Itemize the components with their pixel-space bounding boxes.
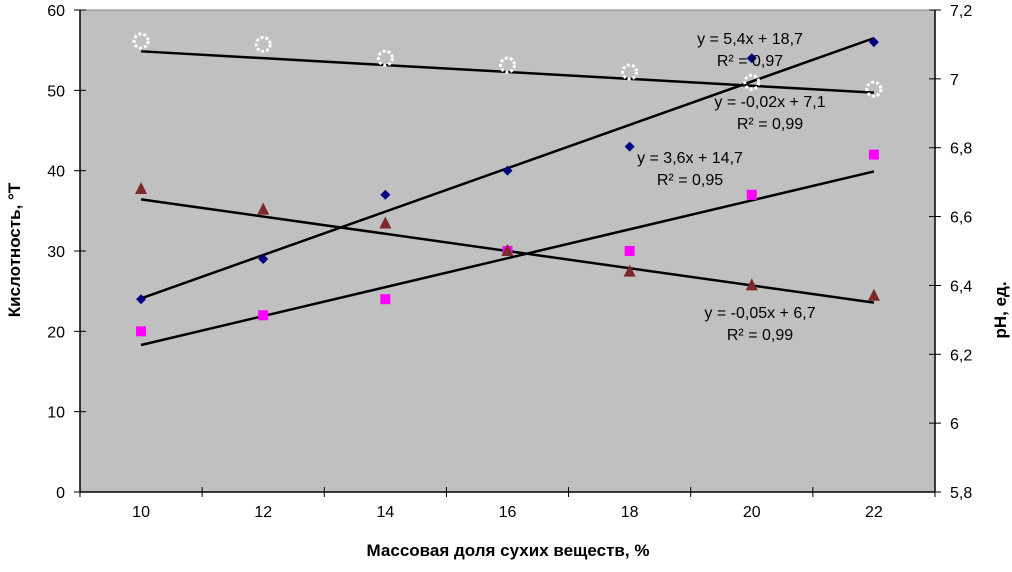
data-point-circle <box>743 73 761 91</box>
y-tick-label: 10 <box>47 405 65 422</box>
y2-tick-label: 6 <box>950 416 959 433</box>
x-tick-label: 20 <box>743 504 761 521</box>
data-point-triangle <box>135 182 148 195</box>
data-point-diamond <box>380 189 391 200</box>
data-point-triangle <box>501 244 514 256</box>
trend-r2: R² = 0,99 <box>737 116 803 133</box>
data-point-square <box>380 294 391 305</box>
data-point-triangle <box>867 288 880 301</box>
x-tick-label: 14 <box>376 504 394 521</box>
trend-r2: R² = 0,95 <box>657 172 723 189</box>
y-tick-label: 50 <box>47 83 65 100</box>
trend-r2: R² = 0,97 <box>717 53 783 70</box>
y-tick-label: 60 <box>47 3 65 20</box>
y-tick-label: 0 <box>56 485 65 502</box>
trend-r2: R² = 0,99 <box>727 327 793 344</box>
data-point-triangle <box>379 216 392 229</box>
data-point-circle <box>499 56 516 74</box>
data-point-circle <box>621 63 639 81</box>
trend-equation: y = -0,05x + 6,7 <box>704 305 815 322</box>
x-axis-title: Массовая доля сухих веществ, % <box>367 541 650 560</box>
y-axis-title: Кислотность, °T <box>5 182 24 317</box>
trend-equation: y = 3,6x + 14,7 <box>637 150 743 167</box>
data-point-diamond <box>624 141 635 152</box>
y2-tick-label: 6,6 <box>950 210 972 227</box>
x-tick-label: 10 <box>132 504 150 521</box>
data-point-square <box>258 310 269 321</box>
x-tick-label: 22 <box>865 504 883 521</box>
trend-equation: y = 5,4x + 18,7 <box>697 31 803 48</box>
data-point-square <box>746 189 757 200</box>
data-point-diamond <box>868 37 879 48</box>
data-point-triangle <box>745 278 758 291</box>
y2-tick-label: 5,8 <box>950 485 972 502</box>
data-point-diamond <box>136 294 147 305</box>
data-point-diamond <box>746 53 757 64</box>
trend-equation: y = -0,02x + 7,1 <box>714 94 825 111</box>
data-point-circle <box>865 80 883 98</box>
data-point-circle <box>376 49 394 67</box>
data-point-square <box>868 149 879 160</box>
data-point-triangle <box>257 202 270 215</box>
y-tick-label: 30 <box>47 244 65 261</box>
y2-tick-label: 7 <box>950 72 959 89</box>
data-point-diamond <box>258 254 269 265</box>
data-point-circle <box>254 35 272 53</box>
x-tick-label: 18 <box>621 504 639 521</box>
y2-axis-title: pH, ед. <box>991 281 1010 338</box>
y2-tick-label: 6,4 <box>950 278 972 295</box>
data-point-circle <box>132 32 150 50</box>
x-tick-label: 12 <box>254 504 272 521</box>
data-point-square <box>136 326 147 337</box>
data-point-triangle <box>623 264 636 277</box>
data-point-diamond <box>502 165 513 176</box>
y2-tick-label: 6,8 <box>950 141 972 158</box>
data-point-square <box>624 246 635 256</box>
y2-tick-label: 7,2 <box>950 3 972 20</box>
y-tick-label: 20 <box>47 324 65 341</box>
x-tick-label: 16 <box>499 504 517 521</box>
y-tick-label: 40 <box>47 164 65 181</box>
y2-tick-label: 6,2 <box>950 347 972 364</box>
